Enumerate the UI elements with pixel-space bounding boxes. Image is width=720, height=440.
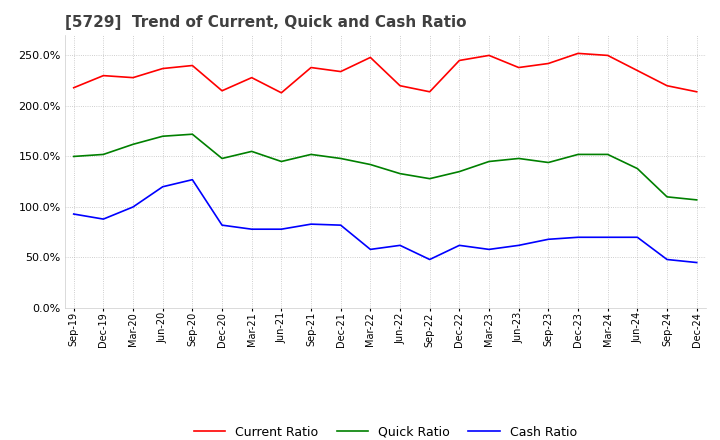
Legend: Current Ratio, Quick Ratio, Cash Ratio: Current Ratio, Quick Ratio, Cash Ratio bbox=[189, 421, 582, 440]
Cash Ratio bbox=[277, 227, 286, 232]
Quick Ratio bbox=[69, 154, 78, 159]
Cash Ratio bbox=[662, 257, 671, 262]
Current Ratio bbox=[248, 75, 256, 80]
Current Ratio bbox=[336, 69, 345, 74]
Quick Ratio bbox=[396, 171, 405, 176]
Line: Current Ratio: Current Ratio bbox=[73, 53, 697, 93]
Cash Ratio bbox=[603, 235, 612, 240]
Current Ratio bbox=[574, 51, 582, 56]
Current Ratio bbox=[99, 73, 108, 78]
Current Ratio bbox=[662, 83, 671, 88]
Quick Ratio bbox=[693, 197, 701, 202]
Current Ratio bbox=[693, 89, 701, 95]
Cash Ratio bbox=[396, 243, 405, 248]
Current Ratio bbox=[455, 58, 464, 63]
Cash Ratio bbox=[69, 211, 78, 216]
Current Ratio bbox=[188, 63, 197, 68]
Cash Ratio bbox=[366, 247, 374, 252]
Current Ratio bbox=[129, 75, 138, 80]
Line: Cash Ratio: Cash Ratio bbox=[73, 180, 697, 263]
Quick Ratio bbox=[217, 156, 226, 161]
Quick Ratio bbox=[544, 160, 553, 165]
Quick Ratio bbox=[455, 169, 464, 174]
Quick Ratio bbox=[426, 176, 434, 181]
Current Ratio bbox=[307, 65, 315, 70]
Quick Ratio bbox=[99, 152, 108, 157]
Current Ratio bbox=[158, 66, 167, 71]
Cash Ratio bbox=[188, 177, 197, 182]
Cash Ratio bbox=[217, 223, 226, 228]
Cash Ratio bbox=[693, 260, 701, 265]
Cash Ratio bbox=[307, 221, 315, 227]
Quick Ratio bbox=[485, 159, 493, 164]
Current Ratio bbox=[514, 65, 523, 70]
Quick Ratio bbox=[158, 134, 167, 139]
Quick Ratio bbox=[514, 156, 523, 161]
Cash Ratio bbox=[336, 223, 345, 228]
Quick Ratio bbox=[248, 149, 256, 154]
Quick Ratio bbox=[307, 152, 315, 157]
Current Ratio bbox=[366, 55, 374, 60]
Cash Ratio bbox=[485, 247, 493, 252]
Quick Ratio bbox=[633, 166, 642, 171]
Cash Ratio bbox=[574, 235, 582, 240]
Current Ratio bbox=[633, 68, 642, 73]
Quick Ratio bbox=[603, 152, 612, 157]
Current Ratio bbox=[396, 83, 405, 88]
Current Ratio bbox=[544, 61, 553, 66]
Current Ratio bbox=[277, 90, 286, 95]
Quick Ratio bbox=[277, 159, 286, 164]
Current Ratio bbox=[69, 85, 78, 90]
Cash Ratio bbox=[514, 243, 523, 248]
Cash Ratio bbox=[544, 237, 553, 242]
Quick Ratio bbox=[662, 194, 671, 199]
Quick Ratio bbox=[188, 132, 197, 137]
Current Ratio bbox=[485, 53, 493, 58]
Cash Ratio bbox=[248, 227, 256, 232]
Quick Ratio bbox=[366, 162, 374, 167]
Current Ratio bbox=[426, 89, 434, 95]
Cash Ratio bbox=[129, 204, 138, 209]
Cash Ratio bbox=[426, 257, 434, 262]
Text: [5729]  Trend of Current, Quick and Cash Ratio: [5729] Trend of Current, Quick and Cash … bbox=[65, 15, 467, 30]
Cash Ratio bbox=[158, 184, 167, 189]
Current Ratio bbox=[603, 53, 612, 58]
Cash Ratio bbox=[633, 235, 642, 240]
Quick Ratio bbox=[336, 156, 345, 161]
Quick Ratio bbox=[129, 142, 138, 147]
Quick Ratio bbox=[574, 152, 582, 157]
Cash Ratio bbox=[99, 216, 108, 222]
Line: Quick Ratio: Quick Ratio bbox=[73, 134, 697, 200]
Current Ratio bbox=[217, 88, 226, 93]
Cash Ratio bbox=[455, 243, 464, 248]
